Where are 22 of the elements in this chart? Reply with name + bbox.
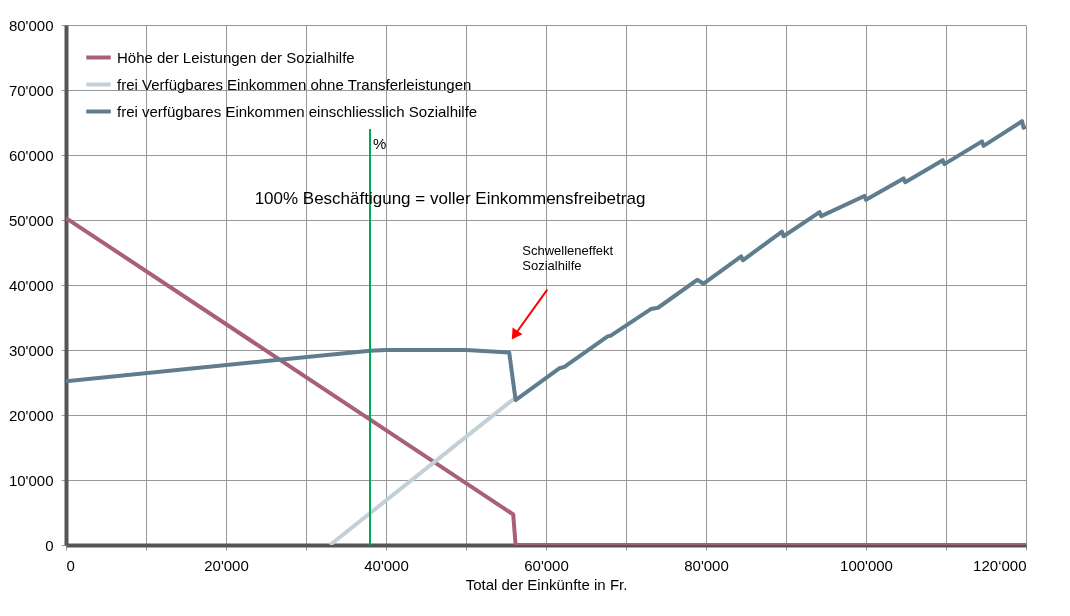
annotation: Schwelleneffekt Sozialhilfe	[522, 243, 614, 274]
y-tick-label: 30'000	[8, 341, 54, 359]
x-axis-title: Total der Einkünfte in Fr.	[465, 575, 628, 593]
x-tick-label: 100'000	[840, 556, 893, 574]
x-tick-label: 20'000	[204, 556, 249, 574]
x-tick-label: 120‘000	[973, 556, 1027, 574]
y-tick-label: 70'000	[8, 81, 54, 99]
y-tick-label: 40'000	[8, 276, 54, 294]
y-tick-label: 10'000	[8, 471, 54, 489]
y-tick-label: 80'000	[8, 16, 54, 34]
x-tick-label: 40'000	[364, 556, 409, 574]
legend-label: Höhe der Leistungen der Sozialhilfe	[117, 48, 355, 66]
x-tick-label: 60'000	[524, 556, 569, 574]
legend-label: frei verfügbares Einkommen einschliesslich Sozialhilfe	[117, 102, 478, 120]
ref-line-label: %	[373, 135, 387, 152]
y-tick-label: 60'000	[8, 146, 54, 164]
x-tick-label: 0	[66, 556, 75, 574]
legend-label: frei Verfügbares Einkommen ohne Transferleistungen	[117, 75, 472, 93]
x-tick-label: 80'000	[684, 556, 729, 574]
y-tick-label: 20'000	[8, 406, 54, 424]
y-tick-label: 0	[45, 536, 54, 554]
y-tick-label: 50'000	[8, 211, 54, 229]
